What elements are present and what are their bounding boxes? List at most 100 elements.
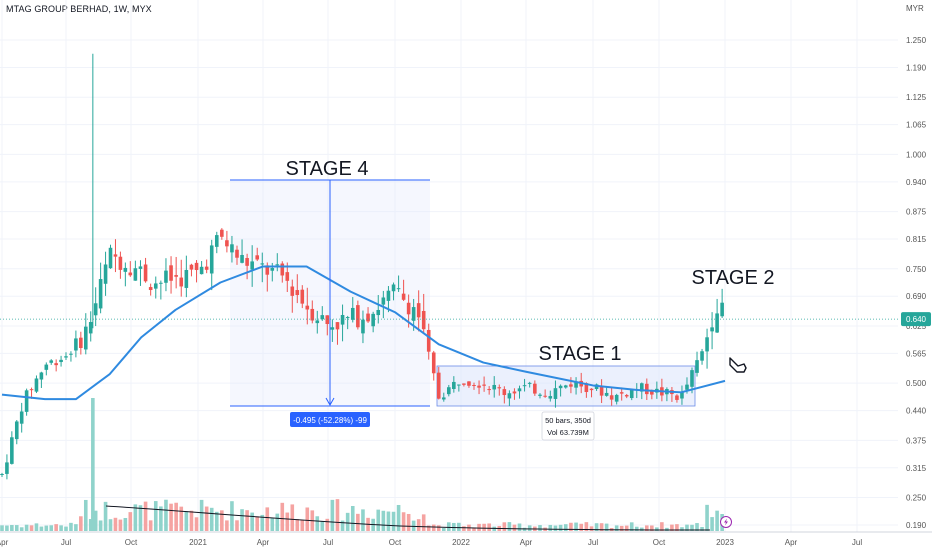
candle-body (335, 322, 340, 330)
time-tick-label: Jul (323, 538, 333, 547)
candle-body (14, 421, 19, 440)
volume-bar (24, 524, 29, 531)
overlay-layer: -0.495 (-52.28%) -99 50 bars, 350d Vol 63.… (0, 158, 931, 528)
candle-body (330, 327, 335, 330)
volume-bar (376, 509, 381, 531)
candle-body (614, 394, 619, 402)
measure-label: -0.495 (-52.28%) -99 (293, 416, 367, 425)
volume-bar (118, 519, 123, 531)
volume-bar (624, 525, 629, 531)
volume-bar (538, 525, 542, 531)
candle-body (472, 385, 476, 387)
candle-body (695, 360, 699, 373)
volume-bar (83, 499, 88, 531)
candle-body (64, 356, 68, 358)
candle-body (49, 360, 54, 363)
candle-body (705, 337, 709, 352)
volume-bar (650, 525, 654, 531)
volume-bar (452, 522, 456, 531)
volume-bar (645, 525, 649, 531)
lightning-icon (720, 516, 732, 528)
volume-bar (54, 524, 58, 531)
candle-body (128, 272, 133, 276)
candle-body (220, 229, 224, 237)
candle-body (553, 388, 558, 399)
price-tick-label: 0.815 (906, 235, 927, 244)
candle-body (0, 473, 4, 475)
volume-bar (260, 514, 265, 531)
candle-body (604, 392, 609, 396)
volume-bar (250, 512, 254, 531)
last-price-label: 0.640 (906, 315, 927, 324)
volume-bar (426, 525, 431, 531)
candle-body (230, 244, 234, 253)
time-tick-label: Oct (389, 538, 402, 547)
candle-body (558, 385, 563, 389)
candle-body (10, 437, 14, 464)
candle-body (295, 290, 300, 296)
price-axis[interactable]: 1.250 1.190 1.125 1.065 1.000 0.940 0.875 0.815… (906, 4, 927, 530)
time-tick-label: Apr (520, 538, 533, 547)
pointing-hand-shape (729, 357, 747, 373)
volume-bar (700, 526, 704, 531)
volume-bar (103, 501, 108, 531)
time-tick-label: 2023 (716, 538, 734, 547)
volume-bar (401, 512, 406, 531)
volume-bar (214, 511, 219, 531)
volume-bar (553, 525, 558, 531)
price-tick-label: 1.190 (906, 63, 927, 72)
candle-body (426, 329, 431, 352)
candle-body (285, 272, 290, 281)
candle-body (462, 383, 466, 385)
candle-body (406, 302, 411, 315)
candle-body (527, 382, 532, 384)
volume-bar (290, 504, 295, 531)
candle-body (240, 254, 244, 263)
volume-bar (462, 526, 466, 531)
candle-body (441, 397, 446, 400)
time-tick-label: Apr (257, 538, 270, 547)
candle-body (619, 392, 624, 394)
candle-body (507, 393, 512, 399)
candle-body (290, 286, 295, 296)
candle-body (320, 315, 325, 320)
volume-bar (507, 522, 512, 531)
volume-bar (361, 509, 365, 531)
volume-bar (396, 504, 401, 531)
volume-bar (34, 523, 39, 531)
volume-bar (108, 519, 113, 531)
candle-body (305, 305, 310, 310)
moving-average-line (1, 265, 726, 401)
volume-bar (245, 510, 249, 531)
candle-body (533, 383, 537, 394)
candle-body (492, 384, 497, 390)
candle-body (260, 263, 265, 265)
candle-body (345, 317, 350, 319)
time-axis[interactable]: Apr Jul Oct 2021 Apr Jul Oct 2022 Apr Jul Oct 2023 A… (0, 531, 932, 547)
volume-bar (91, 398, 95, 531)
candle-body (174, 275, 178, 277)
candle-body (199, 266, 204, 275)
volume-bar (512, 524, 517, 531)
volume-bar (10, 525, 14, 531)
candle-body (179, 277, 184, 287)
candle-body (169, 265, 173, 281)
candle-body (108, 247, 113, 269)
volume-bar (128, 512, 133, 531)
time-tick-label: Oct (653, 538, 666, 547)
candle-body (396, 288, 401, 290)
volume-bar (710, 517, 714, 531)
candle-body (189, 264, 194, 270)
volume-bar (517, 523, 522, 531)
volume-bar (325, 518, 330, 531)
candle-body (350, 307, 355, 320)
candle-body (680, 392, 684, 399)
candle-body (44, 364, 49, 370)
volume-bar (416, 519, 421, 531)
volume-bar (356, 513, 360, 531)
range-info-box (541, 411, 595, 441)
volume-bar (230, 501, 234, 531)
candle-body (275, 264, 280, 266)
candle-body (143, 264, 148, 282)
